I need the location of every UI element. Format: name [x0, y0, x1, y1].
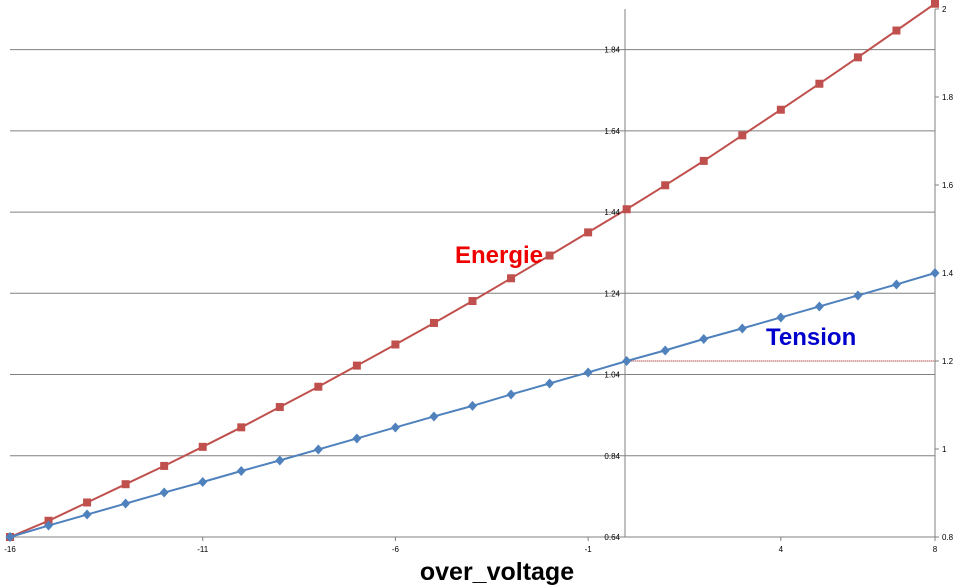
- data-point-square: [661, 181, 670, 190]
- data-point-square: [545, 251, 554, 260]
- data-point-diamond: [159, 487, 169, 498]
- data-point-diamond: [275, 455, 285, 466]
- data-point-square: [198, 442, 207, 451]
- tick-labels: 0.640.841.041.241.441.641.840.811.21.41.…: [4, 5, 953, 554]
- gridlines: [10, 49, 935, 457]
- data-point-square: [892, 26, 901, 35]
- data-point-diamond: [121, 498, 131, 509]
- y-right-tick-label: 1: [942, 445, 947, 454]
- y-right-tick-label: 1.8: [942, 93, 954, 102]
- y-left-tick-label: 1.84: [604, 46, 620, 55]
- data-point-diamond: [198, 477, 208, 487]
- data-point-square: [160, 461, 169, 470]
- data-point-diamond: [429, 411, 439, 422]
- data-point-square: [391, 340, 400, 349]
- x-tick-label: -11: [197, 545, 209, 554]
- data-point-diamond: [776, 312, 786, 323]
- data-point-diamond: [660, 345, 670, 356]
- data-point-diamond: [622, 356, 632, 366]
- data-point-diamond: [583, 367, 593, 378]
- data-point-square: [314, 382, 323, 391]
- annotation-tension: Tension: [766, 324, 856, 351]
- axes: [9, 8, 939, 541]
- data-point-square: [429, 318, 438, 327]
- y-right-tick-label: 1.4: [942, 269, 954, 278]
- x-tick-label: 8: [933, 545, 938, 554]
- data-point-diamond: [545, 378, 555, 389]
- data-point-diamond: [930, 268, 940, 278]
- data-point-diamond: [313, 444, 323, 455]
- data-point-diamond: [853, 290, 863, 301]
- data-point-diamond: [891, 279, 901, 290]
- y-right-tick-label: 2: [942, 5, 947, 14]
- x-tick-label: -16: [4, 545, 16, 554]
- data-point-diamond: [236, 466, 246, 476]
- data-point-diamond: [352, 433, 362, 444]
- data-point-diamond: [814, 301, 824, 312]
- y-right-tick-label: 1.2: [942, 357, 954, 366]
- x-tick-label: 4: [779, 545, 784, 554]
- data-point-square: [83, 498, 92, 507]
- data-point-square: [699, 156, 708, 165]
- data-point-diamond: [44, 520, 54, 531]
- data-point-square: [507, 274, 516, 283]
- data-point-diamond: [699, 334, 709, 344]
- data-point-diamond: [5, 532, 15, 542]
- data-point-square: [776, 105, 785, 114]
- x-tick-label: -6: [392, 545, 400, 554]
- data-point-square: [584, 228, 593, 237]
- y-left-tick-label: 0.84: [604, 452, 620, 461]
- data-point-square: [237, 423, 246, 432]
- y-left-tick-label: 0.64: [604, 533, 620, 542]
- data-point-square: [275, 403, 284, 412]
- y-left-tick-label: 1.44: [604, 208, 620, 217]
- data-point-square: [738, 131, 747, 140]
- data-point-square: [468, 297, 477, 306]
- data-point-square: [815, 79, 824, 88]
- y-left-tick-label: 1.04: [604, 371, 620, 380]
- x-tick-label: -1: [585, 545, 593, 554]
- y-right-tick-label: 0.8: [942, 533, 954, 542]
- data-point-diamond: [468, 400, 477, 411]
- annotation-energie: Energie: [455, 242, 543, 269]
- series-layer: [5, 0, 940, 542]
- data-point-square: [121, 480, 130, 489]
- series-line-0: [9, 2, 936, 538]
- data-point-diamond: [506, 389, 516, 400]
- x-axis-title: over_voltage: [420, 558, 574, 586]
- data-point-square: [853, 53, 862, 62]
- data-point-square: [352, 361, 361, 370]
- data-point-diamond: [737, 323, 747, 334]
- y-right-tick-label: 1.6: [942, 181, 954, 190]
- y-left-tick-label: 1.24: [604, 289, 620, 298]
- data-point-diamond: [390, 422, 400, 433]
- y-left-tick-label: 1.64: [604, 127, 620, 136]
- data-point-square: [622, 205, 631, 214]
- data-point-diamond: [82, 509, 92, 520]
- data-point-square: [931, 0, 939, 8]
